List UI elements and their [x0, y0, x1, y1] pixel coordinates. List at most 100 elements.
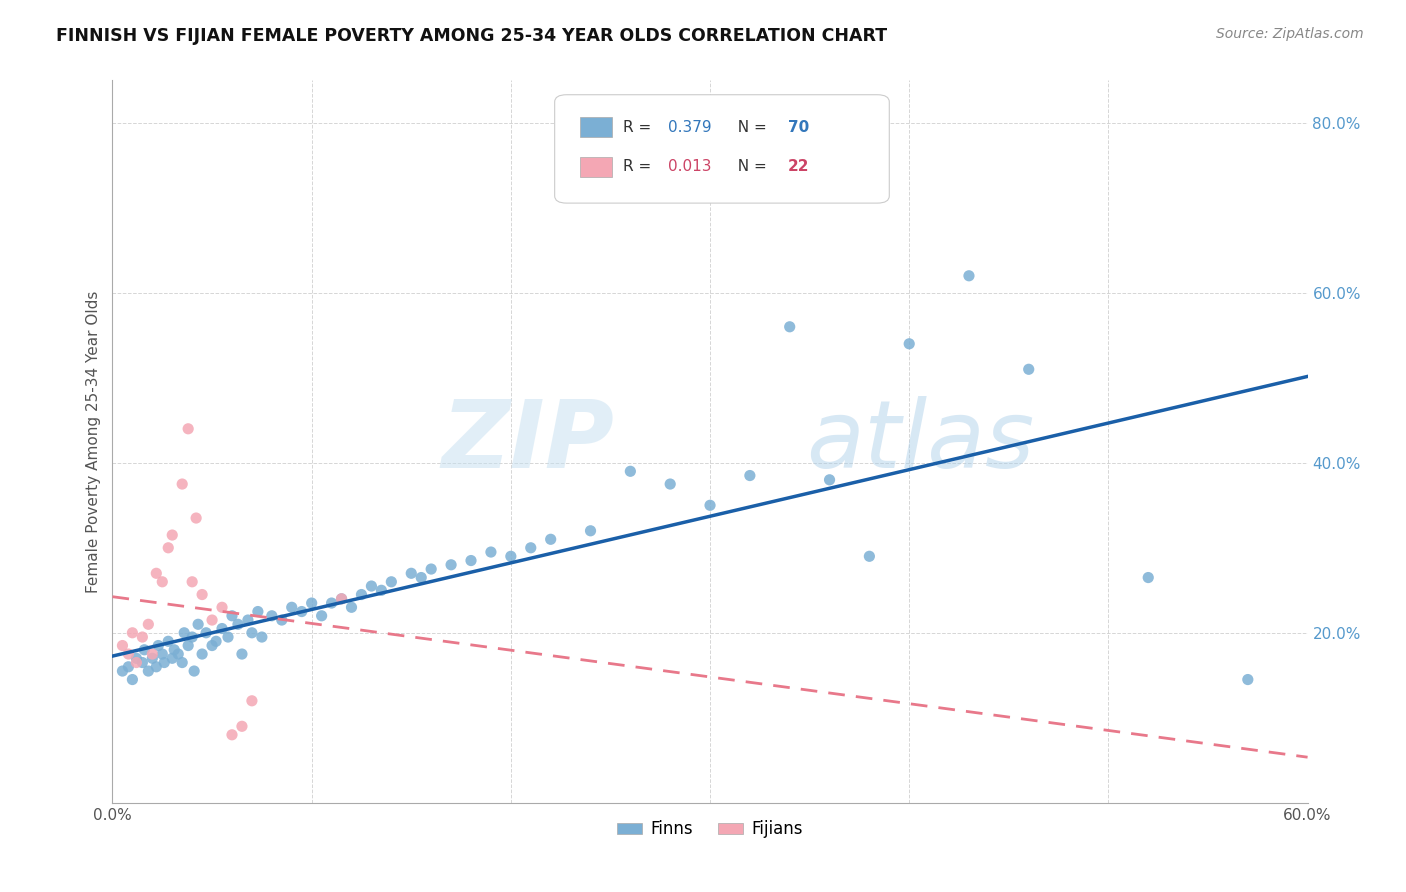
Point: [236, 613, 259, 627]
Point: [157, 541, 180, 555]
Point: [181, 630, 204, 644]
FancyBboxPatch shape: [579, 118, 612, 137]
Point: [957, 268, 980, 283]
Point: [125, 651, 148, 665]
Point: [131, 630, 153, 644]
Point: [291, 605, 314, 619]
Text: 22: 22: [787, 160, 810, 175]
Point: [138, 617, 160, 632]
Point: [411, 570, 433, 584]
Point: [153, 656, 176, 670]
Point: [134, 642, 156, 657]
Point: [162, 651, 183, 665]
Y-axis label: Female Poverty Among 25-34 Year Olds: Female Poverty Among 25-34 Year Olds: [86, 291, 101, 592]
Point: [221, 728, 243, 742]
Point: [579, 524, 602, 538]
Point: [150, 574, 173, 589]
Text: N =: N =: [728, 160, 772, 175]
Point: [211, 600, 233, 615]
Point: [117, 660, 139, 674]
Point: [1137, 570, 1160, 584]
Point: [117, 647, 139, 661]
Point: [186, 511, 208, 525]
FancyBboxPatch shape: [579, 157, 612, 177]
Point: [172, 656, 194, 670]
Point: [125, 656, 148, 670]
Point: [187, 617, 209, 632]
Point: [246, 605, 269, 619]
Point: [699, 498, 721, 512]
Text: R =: R =: [623, 160, 657, 175]
Text: 0.013: 0.013: [668, 160, 711, 175]
Point: [231, 647, 253, 661]
Point: [163, 642, 186, 657]
Point: [111, 639, 134, 653]
Point: [195, 625, 218, 640]
Point: [183, 664, 205, 678]
Point: [141, 651, 163, 665]
Point: [231, 719, 253, 733]
Point: [217, 630, 239, 644]
Point: [177, 422, 200, 436]
Point: [350, 588, 373, 602]
Text: ZIP: ZIP: [441, 395, 614, 488]
Point: [221, 608, 243, 623]
Point: [191, 588, 214, 602]
Point: [240, 625, 263, 640]
Point: [240, 694, 263, 708]
Point: [540, 533, 562, 547]
Point: [1237, 673, 1260, 687]
Point: [173, 625, 195, 640]
Point: [401, 566, 423, 581]
Point: [201, 639, 224, 653]
Point: [250, 630, 273, 644]
Point: [270, 613, 292, 627]
Point: [858, 549, 880, 564]
Point: [145, 566, 167, 581]
Point: [281, 600, 304, 615]
Point: [121, 673, 143, 687]
Point: [177, 639, 200, 653]
Point: [360, 579, 382, 593]
Point: [370, 583, 392, 598]
Point: [738, 468, 761, 483]
Point: [479, 545, 502, 559]
Text: 0.379: 0.379: [668, 120, 711, 135]
Point: [121, 625, 143, 640]
Text: R =: R =: [623, 120, 657, 135]
Point: [311, 608, 333, 623]
Point: [211, 622, 233, 636]
Point: [162, 528, 183, 542]
Point: [138, 664, 160, 678]
Legend: Finns, Fijians: Finns, Fijians: [610, 814, 810, 845]
Point: [131, 656, 153, 670]
Point: [420, 562, 443, 576]
Point: [659, 477, 682, 491]
Point: [205, 634, 228, 648]
Point: [898, 336, 921, 351]
Point: [145, 660, 167, 674]
Point: [499, 549, 522, 564]
Point: [148, 639, 170, 653]
Point: [201, 613, 224, 627]
Point: [380, 574, 402, 589]
Text: 70: 70: [787, 120, 808, 135]
Point: [141, 647, 163, 661]
Point: [260, 608, 283, 623]
Point: [330, 591, 353, 606]
Point: [301, 596, 323, 610]
Point: [818, 473, 841, 487]
Point: [440, 558, 463, 572]
FancyBboxPatch shape: [554, 95, 890, 203]
Point: [460, 553, 482, 567]
Point: [520, 541, 543, 555]
Text: N =: N =: [728, 120, 772, 135]
Point: [191, 647, 214, 661]
Text: Source: ZipAtlas.com: Source: ZipAtlas.com: [1216, 27, 1364, 41]
Text: FINNISH VS FIJIAN FEMALE POVERTY AMONG 25-34 YEAR OLDS CORRELATION CHART: FINNISH VS FIJIAN FEMALE POVERTY AMONG 2…: [56, 27, 887, 45]
Point: [321, 596, 343, 610]
Point: [172, 477, 194, 491]
Point: [157, 634, 180, 648]
Point: [779, 319, 801, 334]
Point: [330, 591, 353, 606]
